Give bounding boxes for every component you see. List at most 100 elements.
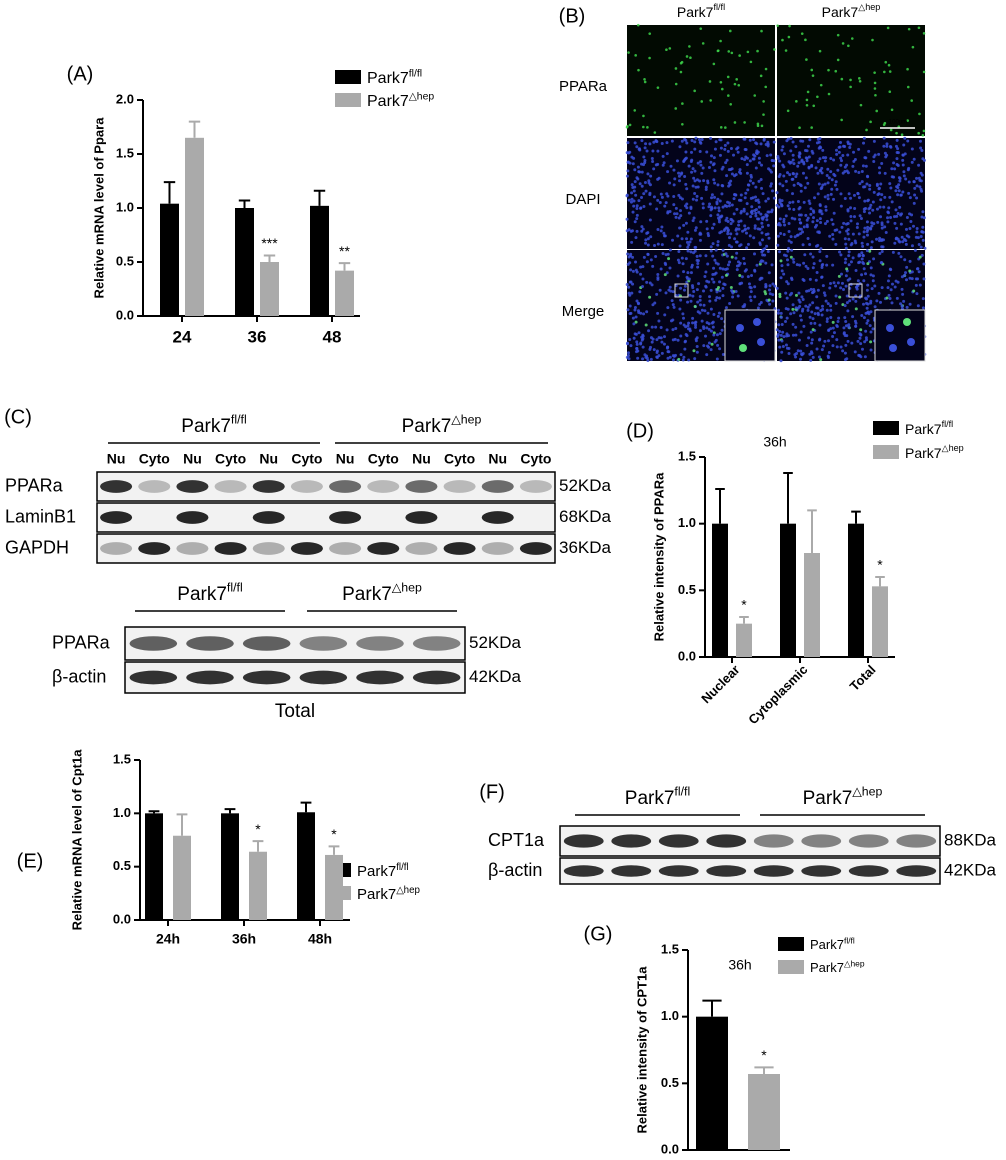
x-tick-label: Total <box>847 662 879 694</box>
cell <box>868 187 872 191</box>
cell <box>760 186 764 190</box>
cell <box>668 248 672 252</box>
cell <box>866 319 870 323</box>
cell <box>658 201 662 205</box>
cell <box>841 171 845 175</box>
cell <box>841 349 845 353</box>
cell <box>905 305 909 309</box>
cell <box>710 206 714 210</box>
cell <box>819 308 823 312</box>
cell <box>681 312 685 316</box>
cell <box>643 146 647 150</box>
cell <box>889 128 893 132</box>
cell <box>888 90 892 94</box>
cell <box>637 331 641 335</box>
cell <box>745 156 749 160</box>
cell <box>696 261 700 265</box>
cell <box>787 239 791 243</box>
cell <box>671 238 675 242</box>
cell <box>829 192 833 196</box>
cell <box>695 336 699 340</box>
cell <box>818 250 822 254</box>
cell <box>672 354 676 358</box>
cell <box>747 282 751 286</box>
cell <box>793 217 797 221</box>
cell <box>657 336 661 340</box>
cell <box>860 241 864 245</box>
cell <box>746 226 750 230</box>
cell <box>642 155 646 159</box>
cell <box>631 282 635 286</box>
cell <box>787 35 791 39</box>
cell <box>897 189 901 193</box>
y-tick-label: 1.5 <box>113 751 131 766</box>
cell <box>811 74 815 77</box>
row-label: β-actin <box>488 860 542 880</box>
cell <box>832 281 836 285</box>
cell <box>734 240 738 244</box>
cell <box>818 137 822 141</box>
cell <box>735 227 739 231</box>
cell <box>877 152 881 156</box>
cell <box>754 166 758 170</box>
size-label: 88KDa <box>944 830 997 849</box>
cell <box>633 141 637 145</box>
cell <box>917 131 920 135</box>
cell <box>728 183 732 187</box>
cell <box>798 263 802 267</box>
cell <box>817 355 821 359</box>
band <box>706 865 747 877</box>
cell <box>868 324 872 328</box>
cell <box>745 171 749 175</box>
cell <box>666 170 670 174</box>
cell <box>875 109 879 113</box>
cell <box>841 154 845 158</box>
cell <box>799 189 803 193</box>
cell <box>862 136 866 140</box>
cell <box>752 153 756 157</box>
cell <box>889 268 893 272</box>
cell <box>889 215 893 219</box>
cell <box>856 279 860 283</box>
cell <box>759 142 763 146</box>
band <box>186 670 234 685</box>
cell <box>798 126 801 130</box>
cell <box>782 165 786 169</box>
cell <box>705 227 709 231</box>
lane-label: Nu <box>336 451 355 467</box>
cell <box>918 112 921 116</box>
cell <box>669 319 673 323</box>
cell <box>791 303 795 307</box>
cell <box>846 339 850 343</box>
cell <box>857 171 861 175</box>
cell <box>656 242 660 246</box>
cell <box>836 58 840 62</box>
cell <box>861 254 865 258</box>
cell <box>698 238 702 242</box>
cell <box>738 244 742 248</box>
error-bar <box>875 576 885 587</box>
cell <box>799 318 803 322</box>
cell <box>782 232 786 236</box>
cell <box>664 253 668 257</box>
cell <box>809 330 813 334</box>
cell <box>912 289 916 293</box>
cell <box>694 325 698 329</box>
group-label-sup: fl/fl <box>227 581 243 595</box>
cell <box>920 215 924 219</box>
cell <box>823 222 827 226</box>
cell <box>743 121 746 124</box>
cell <box>847 250 851 254</box>
cell <box>663 204 667 208</box>
cell <box>664 291 668 295</box>
cell <box>714 140 718 144</box>
cell <box>753 94 757 97</box>
cell <box>834 242 838 246</box>
cell <box>870 221 874 225</box>
cell <box>871 38 874 42</box>
cell <box>769 182 773 186</box>
cell <box>799 314 803 318</box>
row-label: PPARa <box>5 475 64 495</box>
group-label: Park7fl/fl <box>625 785 690 809</box>
cell <box>888 145 892 149</box>
